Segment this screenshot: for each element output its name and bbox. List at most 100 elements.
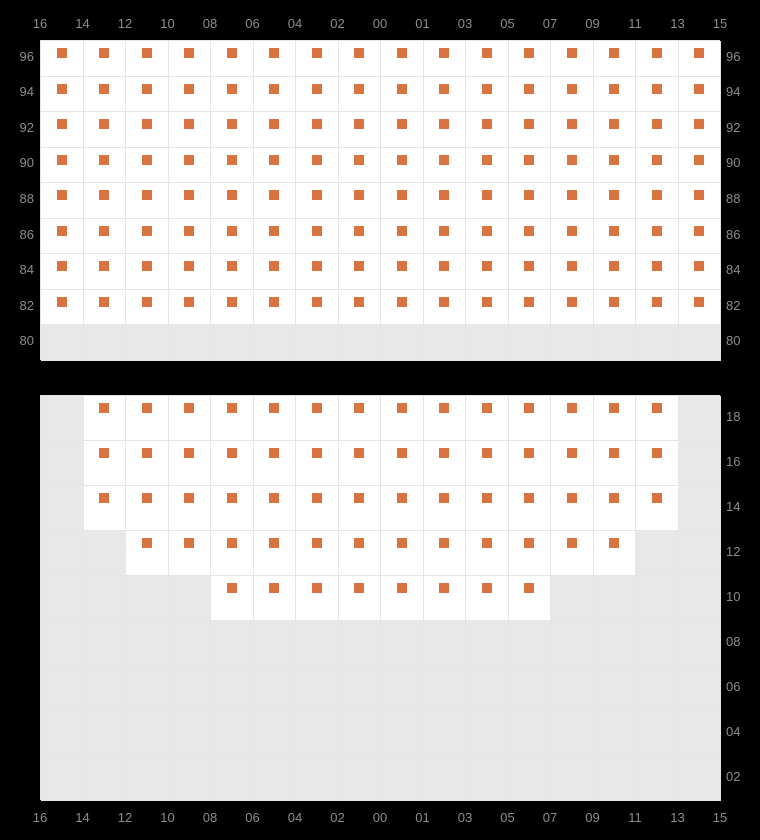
seat[interactable] — [466, 441, 509, 486]
seat[interactable] — [466, 486, 509, 531]
seat[interactable] — [551, 41, 594, 77]
seat[interactable] — [636, 486, 679, 531]
seat[interactable] — [424, 576, 467, 621]
seat[interactable] — [126, 486, 169, 531]
seat[interactable] — [211, 486, 254, 531]
seat[interactable] — [254, 77, 297, 113]
seat[interactable] — [424, 219, 467, 255]
seat[interactable] — [126, 441, 169, 486]
seat[interactable] — [211, 396, 254, 441]
seat[interactable] — [339, 576, 382, 621]
seat[interactable] — [254, 183, 297, 219]
seat[interactable] — [211, 576, 254, 621]
seat[interactable] — [594, 77, 637, 113]
seat[interactable] — [296, 486, 339, 531]
seat[interactable] — [254, 290, 297, 326]
seat[interactable] — [509, 77, 552, 113]
seat[interactable] — [169, 441, 212, 486]
seat[interactable] — [509, 219, 552, 255]
seat[interactable] — [594, 148, 637, 184]
seat[interactable] — [211, 254, 254, 290]
seat[interactable] — [551, 441, 594, 486]
seat[interactable] — [381, 396, 424, 441]
seat[interactable] — [466, 254, 509, 290]
seat[interactable] — [254, 112, 297, 148]
seat[interactable] — [126, 290, 169, 326]
seat[interactable] — [296, 441, 339, 486]
seat[interactable] — [169, 219, 212, 255]
seat[interactable] — [551, 396, 594, 441]
seat[interactable] — [636, 290, 679, 326]
seat[interactable] — [254, 148, 297, 184]
seat[interactable] — [509, 290, 552, 326]
seat[interactable] — [296, 77, 339, 113]
seat[interactable] — [41, 112, 84, 148]
seat[interactable] — [509, 396, 552, 441]
seat[interactable] — [424, 148, 467, 184]
seat[interactable] — [509, 254, 552, 290]
seat[interactable] — [594, 486, 637, 531]
seat[interactable] — [594, 441, 637, 486]
seat[interactable] — [381, 148, 424, 184]
seat[interactable] — [84, 441, 127, 486]
seat[interactable] — [551, 254, 594, 290]
seat[interactable] — [126, 219, 169, 255]
seat[interactable] — [424, 77, 467, 113]
seat[interactable] — [296, 219, 339, 255]
seat[interactable] — [381, 576, 424, 621]
seat[interactable] — [126, 77, 169, 113]
seat[interactable] — [381, 290, 424, 326]
seat[interactable] — [84, 219, 127, 255]
seat[interactable] — [41, 290, 84, 326]
seat[interactable] — [466, 576, 509, 621]
seat[interactable] — [381, 77, 424, 113]
seat[interactable] — [84, 77, 127, 113]
seat[interactable] — [41, 41, 84, 77]
seat[interactable] — [381, 441, 424, 486]
seat[interactable] — [636, 112, 679, 148]
seat[interactable] — [254, 486, 297, 531]
seat[interactable] — [466, 77, 509, 113]
seat[interactable] — [126, 148, 169, 184]
seat[interactable] — [594, 219, 637, 255]
seat[interactable] — [679, 290, 722, 326]
seat[interactable] — [84, 486, 127, 531]
seat[interactable] — [679, 77, 722, 113]
seat[interactable] — [509, 576, 552, 621]
seat[interactable] — [424, 183, 467, 219]
seat[interactable] — [636, 148, 679, 184]
seat[interactable] — [211, 290, 254, 326]
seat[interactable] — [254, 576, 297, 621]
seat[interactable] — [466, 112, 509, 148]
seat[interactable] — [509, 112, 552, 148]
seat[interactable] — [551, 183, 594, 219]
seat[interactable] — [169, 396, 212, 441]
seat[interactable] — [296, 396, 339, 441]
seat[interactable] — [211, 148, 254, 184]
seat[interactable] — [339, 183, 382, 219]
seat[interactable] — [126, 531, 169, 576]
seat[interactable] — [211, 183, 254, 219]
seat[interactable] — [679, 219, 722, 255]
seat[interactable] — [296, 290, 339, 326]
seat[interactable] — [169, 112, 212, 148]
seat[interactable] — [509, 441, 552, 486]
seat[interactable] — [211, 531, 254, 576]
seat[interactable] — [679, 41, 722, 77]
seat[interactable] — [84, 290, 127, 326]
seat[interactable] — [466, 183, 509, 219]
seat[interactable] — [296, 531, 339, 576]
seat[interactable] — [636, 254, 679, 290]
seat[interactable] — [381, 219, 424, 255]
seat[interactable] — [254, 396, 297, 441]
seat[interactable] — [424, 41, 467, 77]
seat[interactable] — [169, 531, 212, 576]
seat[interactable] — [551, 148, 594, 184]
seat[interactable] — [126, 112, 169, 148]
seat[interactable] — [381, 531, 424, 576]
seat[interactable] — [381, 254, 424, 290]
seat[interactable] — [381, 112, 424, 148]
seat[interactable] — [339, 290, 382, 326]
seat[interactable] — [466, 290, 509, 326]
seat[interactable] — [126, 396, 169, 441]
